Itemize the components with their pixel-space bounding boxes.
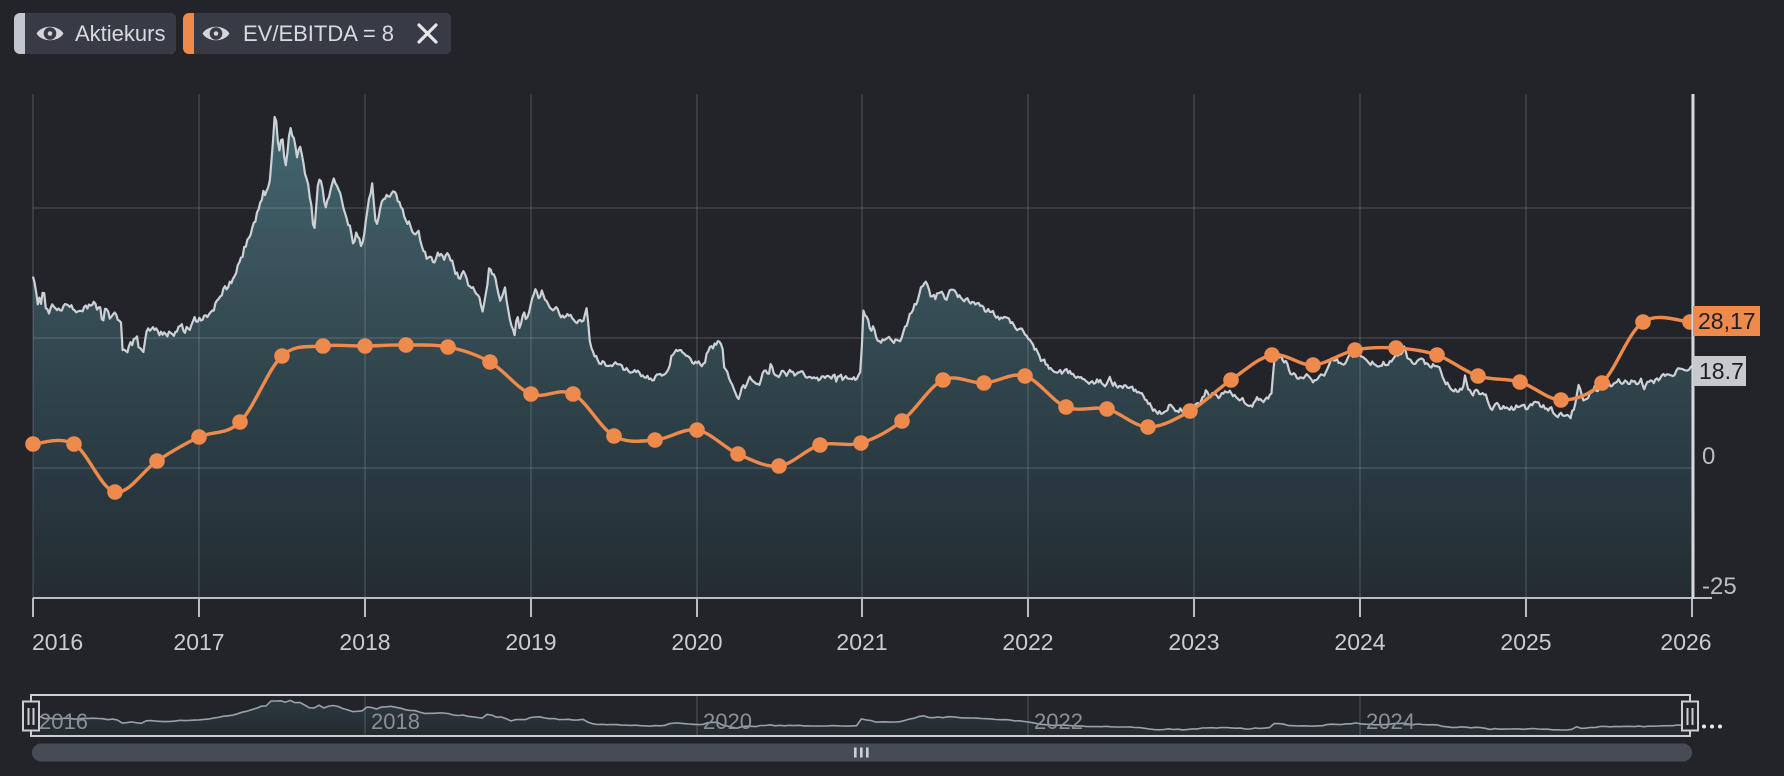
svg-text:2016: 2016 xyxy=(32,629,83,655)
svg-text:18.7: 18.7 xyxy=(1699,358,1744,384)
svg-text:2024: 2024 xyxy=(1334,629,1385,655)
svg-text:2021: 2021 xyxy=(836,629,887,655)
svg-text:2019: 2019 xyxy=(505,629,556,655)
svg-text:-25: -25 xyxy=(1702,573,1737,600)
svg-text:2022: 2022 xyxy=(1034,709,1083,734)
svg-text:0: 0 xyxy=(1702,443,1715,470)
svg-text:Aktiekurs: Aktiekurs xyxy=(75,21,165,46)
svg-text:28,17: 28,17 xyxy=(1698,308,1756,334)
svg-text:2023: 2023 xyxy=(1168,629,1219,655)
svg-text:2017: 2017 xyxy=(173,629,224,655)
svg-text:2018: 2018 xyxy=(371,709,420,734)
svg-text:2026: 2026 xyxy=(1660,629,1711,655)
svg-text:2020: 2020 xyxy=(671,629,722,655)
svg-text:2020: 2020 xyxy=(703,709,752,734)
svg-text:EV/EBITDA = 8: EV/EBITDA = 8 xyxy=(243,21,394,46)
svg-text:2016: 2016 xyxy=(39,709,88,734)
svg-text:2024: 2024 xyxy=(1366,709,1415,734)
svg-text:2022: 2022 xyxy=(1002,629,1053,655)
svg-text:2018: 2018 xyxy=(339,629,390,655)
svg-text:2025: 2025 xyxy=(1500,629,1551,655)
